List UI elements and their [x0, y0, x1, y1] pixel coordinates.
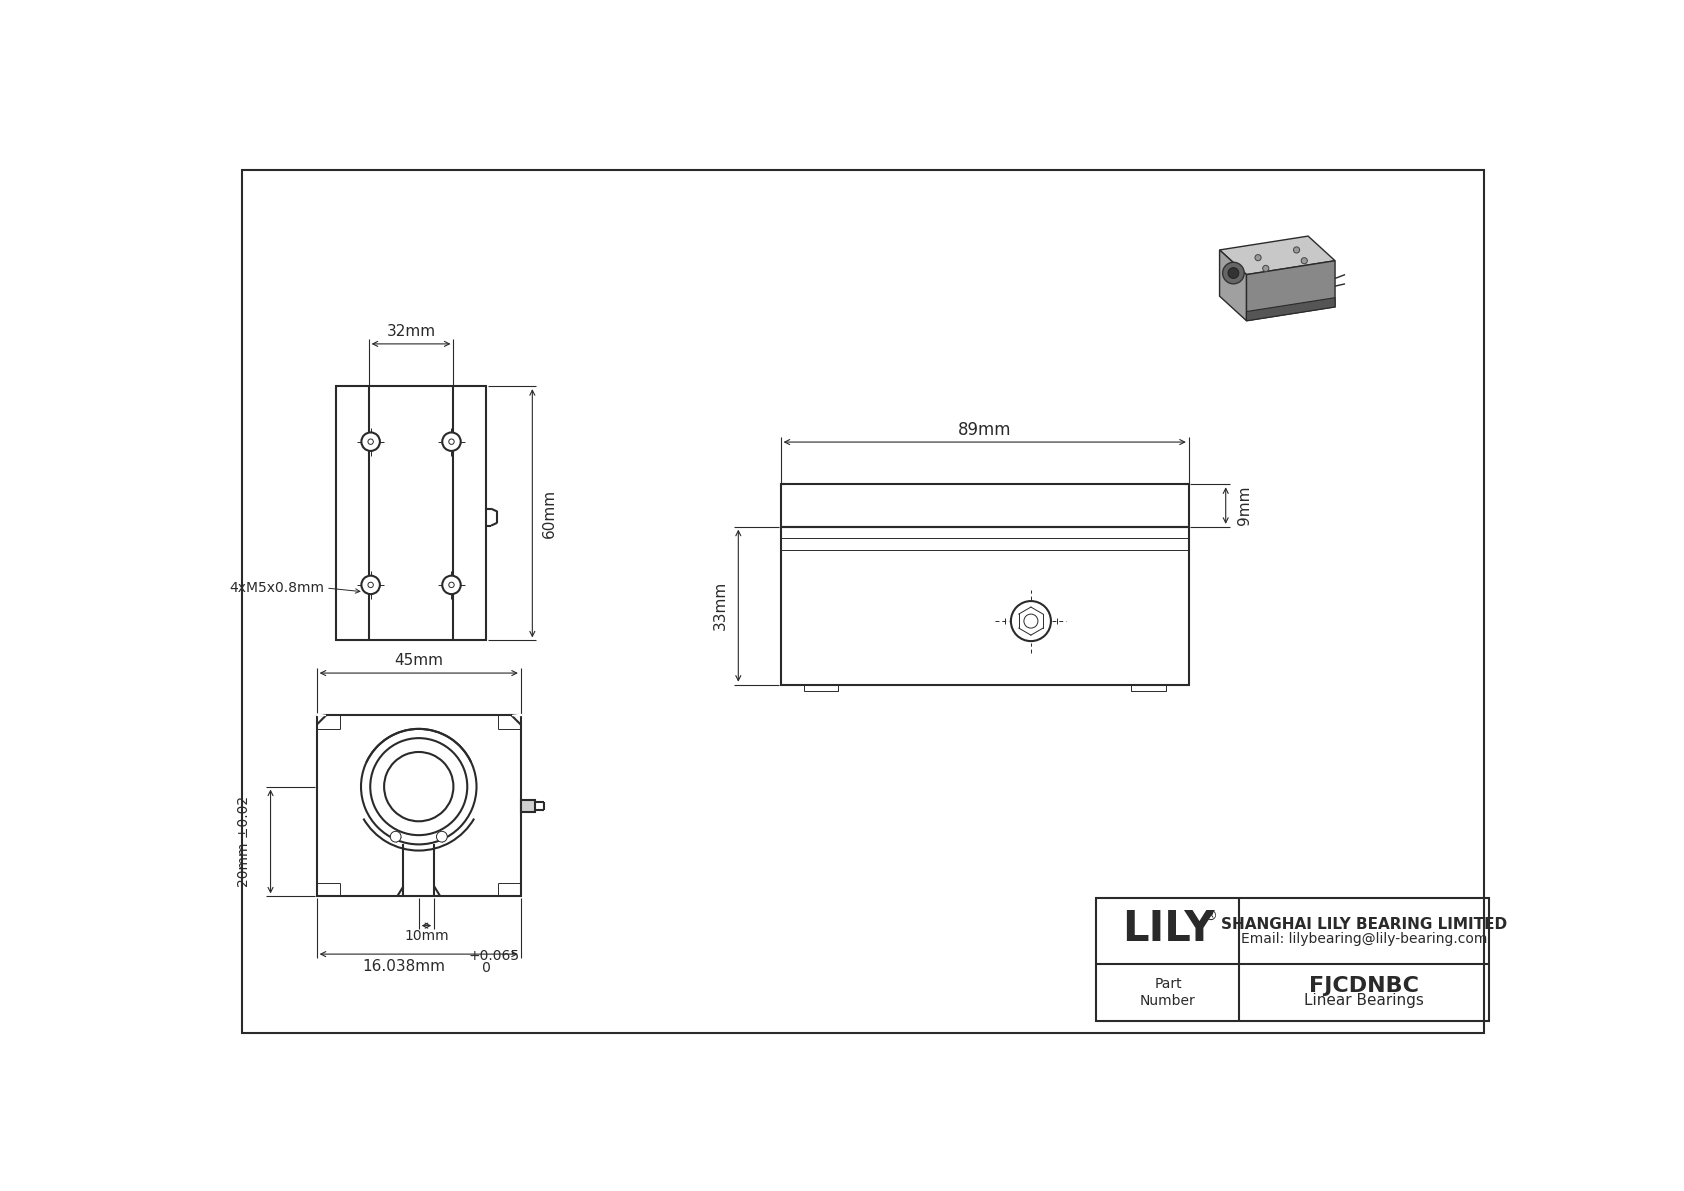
Text: 89mm: 89mm — [958, 420, 1012, 438]
Bar — [1096, 898, 1489, 1022]
Text: 4xM5x0.8mm: 4xM5x0.8mm — [229, 581, 325, 596]
Polygon shape — [1246, 298, 1335, 320]
Circle shape — [1263, 266, 1268, 272]
Text: 32mm: 32mm — [387, 324, 436, 339]
Text: +0.065: +0.065 — [468, 949, 520, 964]
Bar — [803, 685, 839, 691]
Bar — [781, 485, 1189, 526]
Text: SHANGHAI LILY BEARING LIMITED: SHANGHAI LILY BEARING LIMITED — [1221, 917, 1507, 931]
Bar — [781, 526, 1189, 685]
Circle shape — [1010, 601, 1051, 641]
Circle shape — [1223, 262, 1244, 283]
Bar — [520, 799, 534, 812]
Circle shape — [443, 432, 461, 451]
Text: 9mm: 9mm — [1236, 486, 1251, 525]
Polygon shape — [317, 713, 327, 716]
Text: 60mm: 60mm — [542, 488, 557, 538]
Circle shape — [1228, 268, 1239, 279]
Polygon shape — [1219, 236, 1335, 275]
Bar — [337, 386, 487, 641]
Text: 10mm: 10mm — [404, 929, 448, 943]
Circle shape — [1293, 247, 1300, 252]
Circle shape — [362, 575, 381, 594]
Text: ®: ® — [1204, 910, 1218, 924]
Circle shape — [367, 439, 374, 444]
Text: 33mm: 33mm — [712, 581, 727, 630]
Text: Part
Number: Part Number — [1140, 978, 1196, 1008]
Text: FJCDNBC: FJCDNBC — [1308, 975, 1420, 996]
Circle shape — [1255, 255, 1261, 261]
Circle shape — [450, 582, 455, 587]
Polygon shape — [512, 713, 520, 716]
Text: 20mm ±0.02: 20mm ±0.02 — [236, 796, 251, 887]
Text: 45mm: 45mm — [394, 653, 443, 668]
Text: 16.038mm: 16.038mm — [362, 959, 445, 974]
Bar — [317, 716, 520, 897]
Circle shape — [367, 582, 374, 587]
Circle shape — [362, 432, 381, 451]
Polygon shape — [1219, 250, 1246, 320]
Circle shape — [450, 439, 455, 444]
Text: 0: 0 — [468, 961, 490, 975]
Text: Email: lilybearing@lily-bearing.com: Email: lilybearing@lily-bearing.com — [1241, 933, 1487, 947]
Circle shape — [1302, 257, 1307, 264]
Polygon shape — [1246, 261, 1335, 320]
Bar — [1132, 685, 1165, 691]
Text: LILY: LILY — [1122, 908, 1214, 949]
Circle shape — [391, 831, 401, 842]
Circle shape — [436, 831, 448, 842]
Circle shape — [443, 575, 461, 594]
Text: Linear Bearings: Linear Bearings — [1303, 993, 1425, 1008]
